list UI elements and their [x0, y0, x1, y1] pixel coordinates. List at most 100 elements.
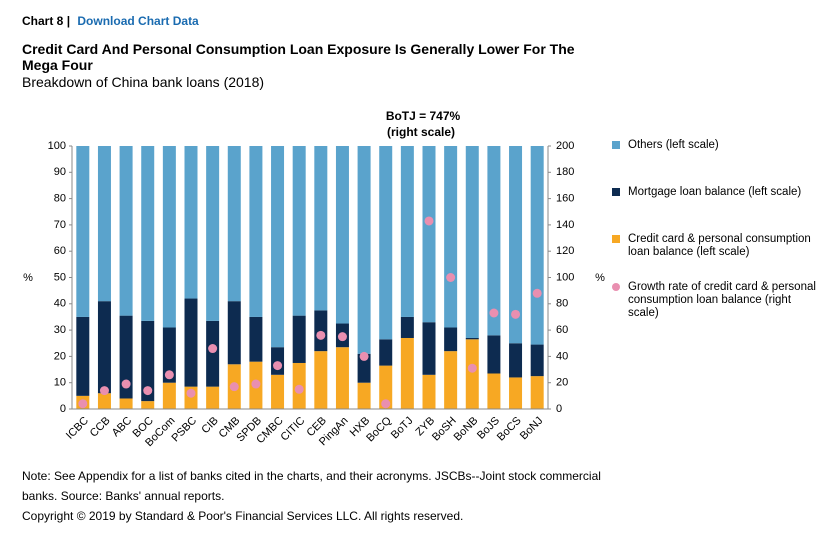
bar-segment — [400, 146, 414, 317]
y2-tick-label: 20 — [556, 377, 568, 389]
annotation: (right scale) — [387, 125, 455, 139]
x-tick-label: ABC — [110, 415, 135, 440]
legend-item: Mortgage loan balance (left scale) — [612, 186, 818, 199]
bar-segment — [271, 347, 285, 375]
separator: | — [66, 14, 71, 28]
bar-segment — [530, 376, 544, 409]
growth-dot — [121, 379, 131, 389]
copyright: Copyright © 2019 by Standard & Poor's Fi… — [22, 509, 464, 523]
y-tick-label: 60 — [54, 245, 66, 257]
bar-segment — [292, 315, 306, 363]
legend-marker — [612, 283, 620, 291]
growth-dot — [294, 384, 304, 394]
growth-dot — [532, 288, 542, 298]
growth-dot — [186, 388, 196, 398]
y-tick-label: 10 — [54, 377, 66, 389]
bar-segment — [444, 327, 458, 352]
bar-segment — [162, 327, 176, 383]
legend-item: Others (left scale) — [612, 139, 818, 152]
growth-dot — [467, 363, 477, 373]
bar-segment — [487, 373, 501, 409]
growth-dot — [489, 308, 499, 318]
bar-segment — [97, 393, 111, 409]
growth-dot — [359, 351, 369, 361]
bar-segment — [379, 365, 393, 409]
bar-segment — [400, 337, 414, 409]
growth-dot — [251, 379, 261, 389]
bar-segment — [357, 353, 371, 383]
bar-segment — [509, 377, 523, 409]
growth-dot — [208, 344, 218, 354]
y-tick-label: 100 — [48, 140, 66, 152]
bar-segment — [76, 146, 90, 317]
y-tick-label: 50 — [54, 271, 66, 283]
bar-segment — [444, 146, 458, 328]
growth-dot — [446, 273, 456, 282]
bar-segment — [314, 351, 328, 409]
bar-segment — [206, 320, 220, 387]
bar-segment — [422, 374, 436, 409]
download-link[interactable]: Download Chart Data — [77, 14, 199, 28]
bar-segment — [119, 146, 133, 316]
y2-tick-label: 120 — [556, 245, 574, 257]
bar-segment — [76, 316, 90, 396]
bar-segment — [119, 398, 133, 409]
growth-dot — [337, 332, 347, 342]
bar-segment — [400, 316, 414, 338]
bar-segment — [444, 351, 458, 409]
annotation: BoTJ = 747% — [386, 109, 461, 123]
y-tick-label: 90 — [54, 166, 66, 178]
bar-segment — [509, 146, 523, 344]
x-tick-label: CCB — [88, 415, 113, 440]
x-tick-label: CITIC — [279, 415, 308, 444]
x-tick-label: PSBC — [169, 415, 199, 445]
y2-tick-label: 40 — [556, 350, 568, 362]
growth-dot — [381, 399, 391, 409]
bar-segment — [314, 310, 328, 352]
chart-label: Chart 8 — [22, 14, 64, 28]
bar-segment — [162, 382, 176, 409]
bar-segment — [314, 146, 328, 311]
legend-label: Mortgage loan balance (left scale) — [628, 186, 802, 198]
bar-segment — [227, 146, 241, 302]
bar-segment — [335, 146, 349, 324]
y2-tick-label: 60 — [556, 324, 568, 336]
y2-tick-label: 160 — [556, 193, 574, 205]
bar-segment — [487, 335, 501, 374]
y2-tick-label: 80 — [556, 298, 568, 310]
bar-segment — [227, 301, 241, 365]
bar-segment — [379, 146, 393, 340]
bar-segment — [184, 146, 198, 299]
legend-label: Credit card & personal consumption loan … — [628, 233, 811, 258]
growth-dot — [143, 386, 153, 396]
growth-dot — [99, 386, 109, 396]
legend-item: Growth rate of credit card & personal co… — [612, 281, 818, 320]
x-tick-label: ICBC — [64, 415, 91, 442]
x-tick-label: BoNJ — [518, 415, 546, 443]
bar-segment — [465, 339, 479, 409]
y2-axis-label: % — [595, 272, 605, 284]
chart-title: Credit Card And Personal Consumption Loa… — [22, 41, 575, 73]
bar-segment — [422, 146, 436, 323]
growth-dot — [229, 382, 239, 392]
legend-label: Growth rate of credit card & personal co… — [628, 281, 816, 319]
bar-segment — [206, 146, 220, 321]
bar-segment — [379, 339, 393, 366]
bar-segment — [97, 301, 111, 394]
chart-subtitle: Breakdown of China bank loans (2018) — [22, 74, 265, 90]
bar-segment — [119, 315, 133, 399]
growth-dot — [273, 361, 283, 371]
legend-item: Credit card & personal consumption loan … — [612, 233, 818, 259]
legend-marker — [612, 141, 620, 149]
x-tick-label: BoCQ — [364, 414, 394, 444]
x-tick-label: BoTJ — [389, 415, 416, 442]
x-tick-label: BoCS — [495, 415, 524, 444]
header: Chart 8 | Download Chart Data — [22, 14, 199, 28]
bar-segment — [335, 347, 349, 409]
bar-segment — [206, 386, 220, 409]
legend-label: Others (left scale) — [628, 139, 719, 151]
bar-segment — [141, 401, 155, 409]
bar-segment — [530, 146, 544, 345]
y-tick-label: 70 — [54, 219, 66, 231]
